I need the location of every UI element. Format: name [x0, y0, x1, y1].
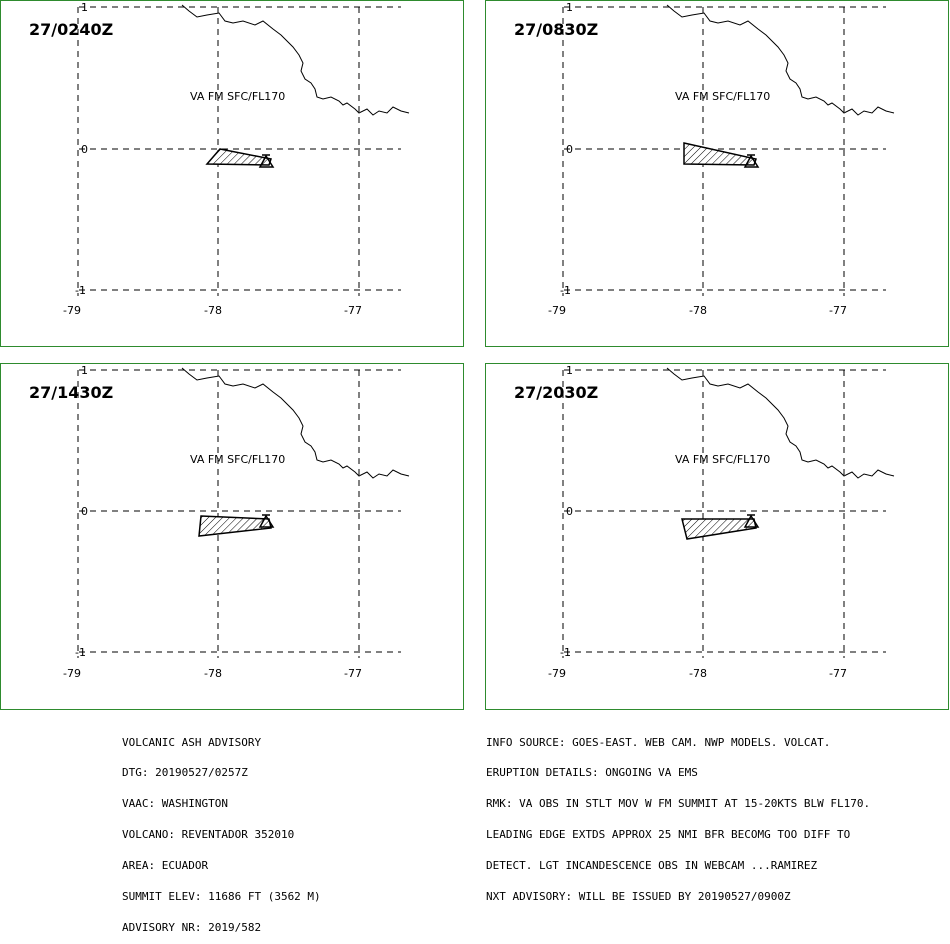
forecast-time: 27/1430Z: [29, 383, 114, 402]
lat-label-0: 0: [566, 143, 573, 156]
lat-label-minus1: -1: [75, 284, 86, 297]
lon-label-78: -78: [204, 304, 222, 317]
ash-cloud-polygon: [205, 148, 272, 166]
map-panel-1430z: 1 0 -1 -79 -78 -77 27/1430Z VA FM SFC/FL…: [0, 363, 464, 710]
forecast-time: 27/2030Z: [514, 383, 599, 402]
coastline: [666, 367, 895, 479]
lat-label-1: 1: [81, 364, 88, 377]
lat-label-1: 1: [81, 1, 88, 14]
advisory-header-block: VOLCANIC ASH ADVISORY DTG: 20190527/0257…: [122, 717, 321, 944]
advisory-line: AREA: ECUADOR: [122, 859, 209, 873]
map-canvas: 1 0 -1 -79 -78 -77: [63, 364, 410, 680]
advisory-remarks-block: INFO SOURCE: GOES-EAST. WEB CAM. NWP MOD…: [486, 717, 870, 913]
lat-label-0: 0: [81, 505, 88, 518]
lon-label-79: -79: [548, 304, 566, 317]
lat-label-1: 1: [566, 1, 573, 14]
ash-height-label: VA FM SFC/FL170: [675, 453, 771, 466]
advisory-line: DETECT. LGT INCANDESCENCE OBS IN WEBCAM …: [486, 859, 818, 873]
coastline: [181, 367, 410, 479]
lon-label-78: -78: [204, 667, 222, 680]
lat-label-minus1: -1: [560, 646, 571, 659]
map-panel-0830z: 1 0 -1 -79 -78 -77 27/0830Z VA FM SFC/FL…: [485, 0, 949, 347]
advisory-line: NXT ADVISORY: WILL BE ISSUED BY 20190527…: [486, 890, 791, 904]
advisory-line: RMK: VA OBS IN STLT MOV W FM SUMMIT AT 1…: [486, 797, 871, 811]
map-canvas: 1 0 -1 -79 -78 -77: [548, 364, 895, 680]
lon-label-78: -78: [689, 667, 707, 680]
lat-label-0: 0: [81, 143, 88, 156]
advisory-line: LEADING EDGE EXTDS APPROX 25 NMI BFR BEC…: [486, 828, 851, 842]
advisory-line: INFO SOURCE: GOES-EAST. WEB CAM. NWP MOD…: [486, 735, 831, 749]
lon-label-77: -77: [829, 304, 847, 317]
coastline: [181, 4, 410, 116]
lat-label-0: 0: [566, 505, 573, 518]
volcano-triangle-icon: [743, 514, 760, 528]
ash-height-label: VA FM SFC/FL170: [190, 90, 286, 103]
lat-label-minus1: -1: [75, 646, 86, 659]
advisory-line: SUMMIT ELEV: 11686 FT (3562 M): [122, 890, 321, 904]
lon-label-77: -77: [344, 304, 362, 317]
forecast-time: 27/0830Z: [514, 20, 599, 39]
ash-height-label: VA FM SFC/FL170: [190, 453, 286, 466]
ash-height-label: VA FM SFC/FL170: [675, 90, 771, 103]
advisory-line: ADVISORY NR: 2019/582: [122, 920, 262, 934]
lon-label-77: -77: [344, 667, 362, 680]
lat-label-1: 1: [566, 364, 573, 377]
forecast-time: 27/0240Z: [29, 20, 114, 39]
map-panel-0240z: 1 0 -1 -79 -78 -77 27/0240Z VA FM SFC/FL…: [0, 0, 464, 347]
advisory-line: ERUPTION DETAILS: ONGOING VA EMS: [486, 766, 698, 780]
ash-cloud-polygon: [683, 142, 757, 166]
ash-cloud-polygon: [681, 518, 757, 540]
volcano-triangle-icon: [258, 154, 275, 168]
coastline: [666, 4, 895, 116]
lon-label-79: -79: [548, 667, 566, 680]
advisory-line: DTG: 20190527/0257Z: [122, 766, 248, 780]
ash-cloud-polygon: [198, 515, 272, 537]
advisory-line: VOLCANO: REVENTADOR 352010: [122, 828, 295, 842]
lon-label-79: -79: [63, 667, 81, 680]
lon-label-77: -77: [829, 667, 847, 680]
map-canvas: 1 0 -1 -79 -78 -77: [63, 1, 410, 317]
lon-label-79: -79: [63, 304, 81, 317]
map-canvas: 1 0 -1 -79 -78 -77: [548, 1, 895, 317]
advisory-line: VOLCANIC ASH ADVISORY: [122, 735, 262, 749]
lon-label-78: -78: [689, 304, 707, 317]
volcano-triangle-icon: [258, 514, 275, 528]
volcano-triangle-icon: [743, 154, 760, 168]
advisory-line: VAAC: WASHINGTON: [122, 797, 228, 811]
lat-label-minus1: -1: [560, 284, 571, 297]
map-panel-2030z: 1 0 -1 -79 -78 -77 27/2030Z VA FM SFC/FL…: [485, 363, 949, 710]
